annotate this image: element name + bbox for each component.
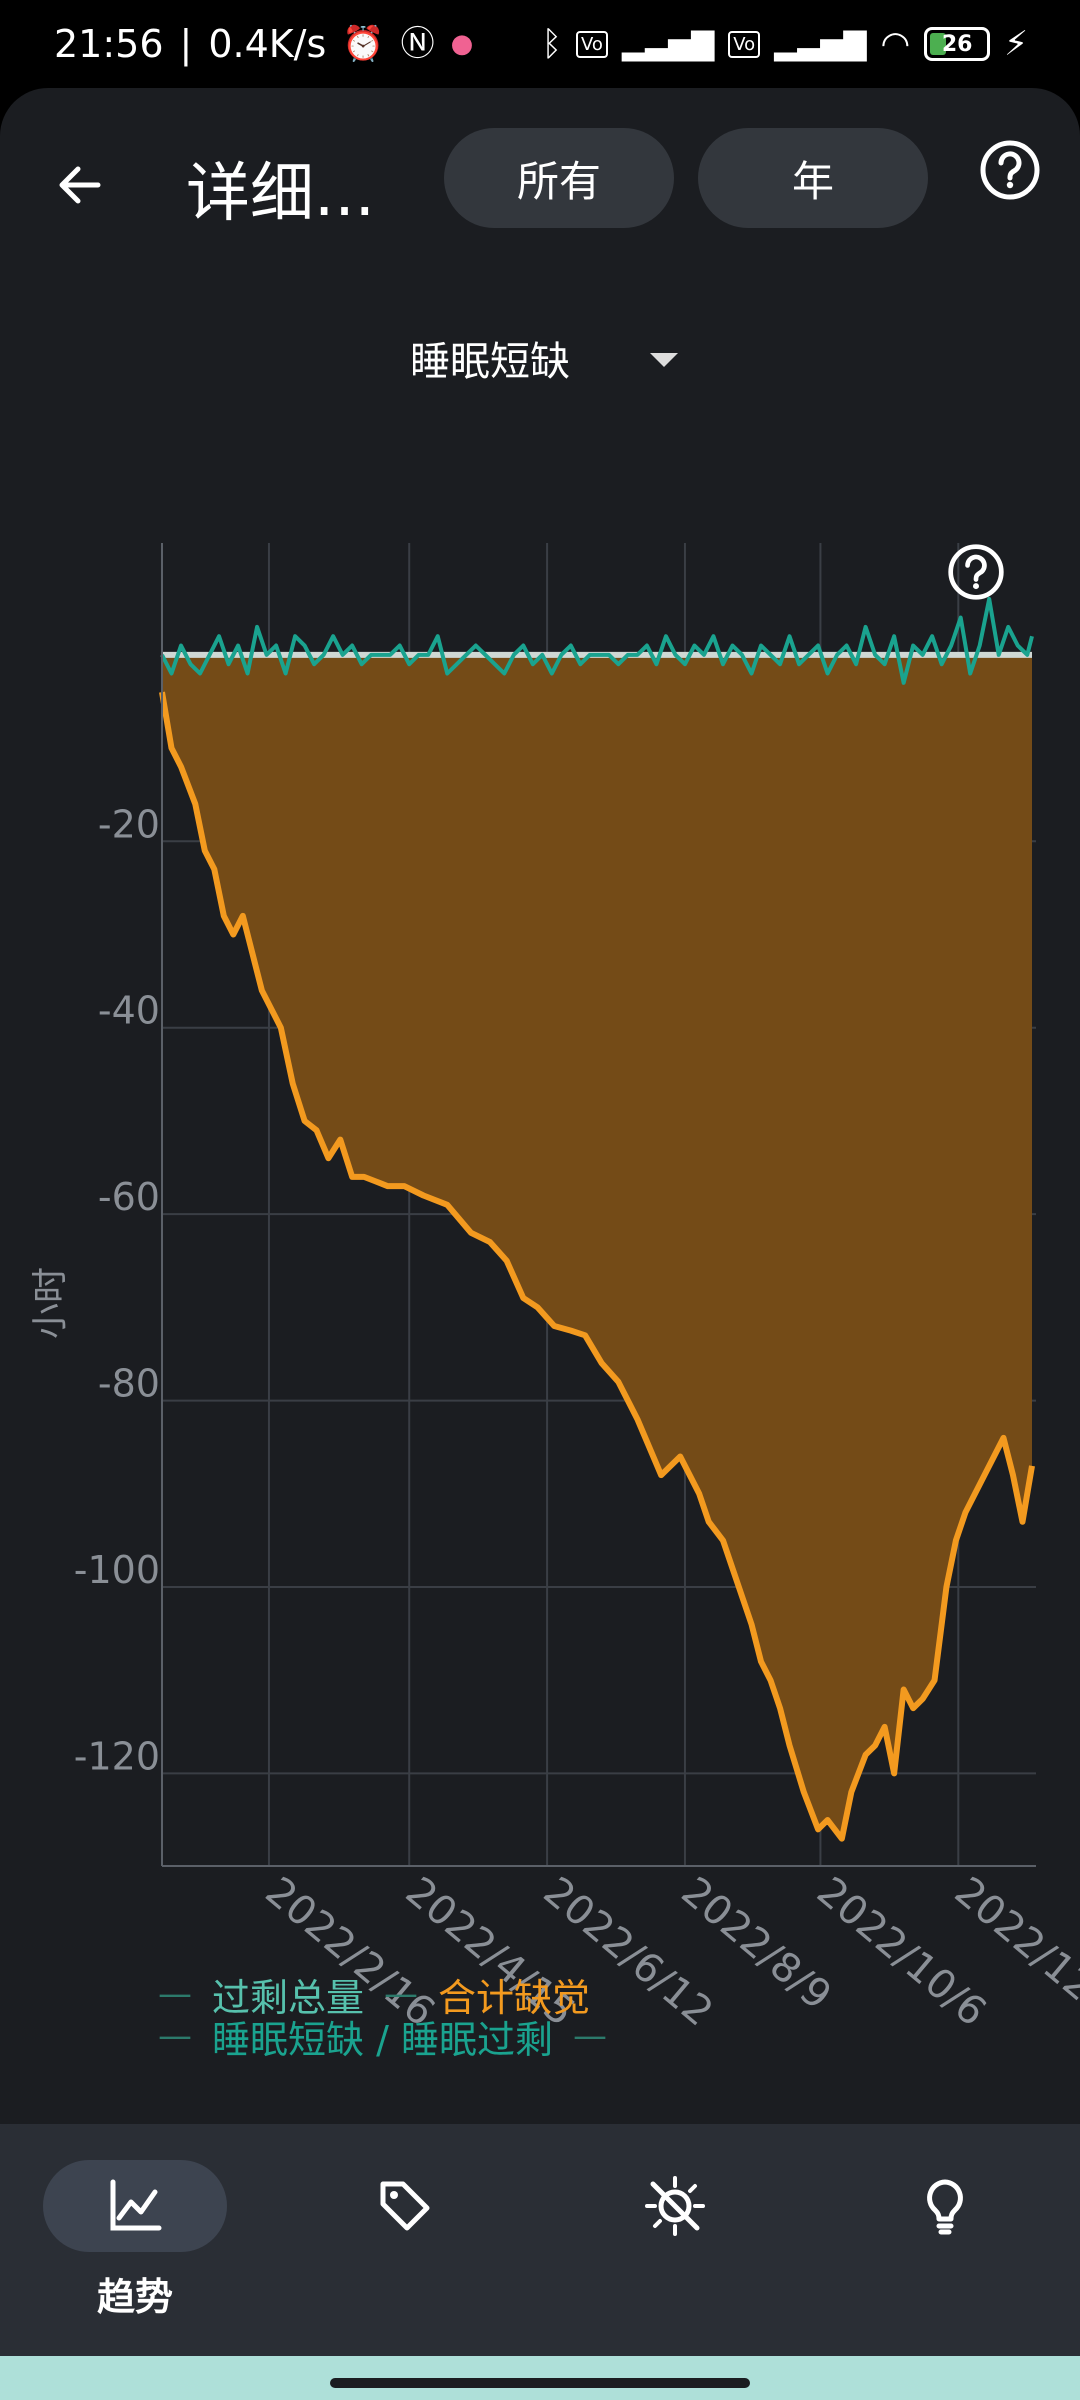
- back-arrow-icon: [59, 166, 101, 204]
- legend-item-total-debt[interactable]: 合计缺觉: [438, 1975, 591, 2020]
- signal-icon: ▂▃▅▇: [621, 26, 715, 62]
- nav-icon-wrap: [313, 2160, 497, 2252]
- nav-indicator: [43, 2160, 227, 2252]
- alarm-icon: ⏰: [342, 24, 385, 64]
- bluetooth-icon: ᛒ: [541, 24, 562, 64]
- chart-help-button[interactable]: [946, 542, 1006, 602]
- app-surface: 详细... 所有 年 睡眠短缺 -20 -40 -60 -80 -100 -120 2022…: [0, 88, 1080, 2400]
- app-notification-icon: ●: [450, 29, 474, 59]
- sleep-debt-chart: -20 -40 -60 -80 -100 -120 2022/2/16 2022/4/15 20…: [0, 468, 1080, 2068]
- nav-item-tags[interactable]: [270, 2124, 540, 2356]
- legend-swatch: —: [158, 1974, 192, 2014]
- legend-swatch: —: [158, 2016, 192, 2056]
- y-tick-label: -60: [98, 1175, 160, 1219]
- status-time: 21:56: [54, 22, 164, 66]
- top-app-bar: 详细... 所有 年: [0, 128, 1080, 238]
- battery-level: 26: [941, 31, 973, 57]
- chart-area: [162, 654, 1032, 1839]
- volte-icon: Vo: [575, 30, 608, 58]
- y-tick-label: -120: [74, 1734, 160, 1778]
- signal-icon: ▂▃▅▇: [774, 26, 867, 62]
- y-tick-label: -100: [74, 1548, 160, 1592]
- period-filter-button[interactable]: 年: [698, 128, 928, 228]
- volte-icon: Vo: [728, 30, 761, 58]
- lightbulb-icon: [927, 2179, 963, 2235]
- wifi-icon: ◠: [880, 24, 911, 64]
- status-bar: 21:56 | 0.4K/s ⏰ Ⓝ ● ᛒ Vo ▂▃▅▇ Vo ▂▃▅▇ ◠…: [0, 0, 1080, 88]
- range-filter-button[interactable]: 所有: [444, 128, 674, 228]
- nav-item-trends[interactable]: 趋势: [0, 2124, 270, 2356]
- legend-item-debt-surplus[interactable]: 睡眠短缺 / 睡眠过剩: [212, 2017, 553, 2062]
- metric-dropdown-value: 睡眠短缺: [410, 339, 570, 385]
- battery-icon: 26: [924, 27, 991, 61]
- legend-item-surplus-total[interactable]: 过剩总量: [212, 1975, 365, 2020]
- status-net-speed: 0.4K/s: [208, 22, 327, 66]
- bottom-navigation: 趋势: [0, 2124, 1080, 2356]
- help-button[interactable]: [978, 138, 1042, 202]
- legend-row: — 过剩总量 — 合计缺觉: [158, 1973, 607, 2020]
- y-tick-label: -40: [98, 989, 160, 1033]
- series-line-total-debt: [159, 691, 1035, 1842]
- chart-svg: -20-40-60-80-100-1202022/2/162022/4/1520…: [30, 543, 1080, 2036]
- charging-icon: ⚡: [1004, 24, 1028, 64]
- nfc-icon: Ⓝ: [400, 24, 435, 64]
- legend-swatch: —: [384, 1974, 419, 2014]
- status-left: 21:56 | 0.4K/s ⏰ Ⓝ ●: [54, 22, 473, 66]
- series-line-daily-debt: [160, 596, 1034, 685]
- back-button[interactable]: [38, 143, 122, 227]
- metric-dropdown[interactable]: 睡眠短缺: [410, 318, 678, 398]
- tag-icon: [380, 2181, 430, 2231]
- debt-area: [162, 654, 1032, 1839]
- chart-axes: [161, 543, 1036, 1867]
- status-divider: |: [179, 22, 193, 66]
- legend-row: — 睡眠短缺 / 睡眠过剩 —: [158, 2015, 607, 2062]
- legend-swatch: —: [572, 2016, 607, 2056]
- status-right: ᛒ Vo ▂▃▅▇ Vo ▂▃▅▇ ◠ 26 ⚡: [542, 27, 1028, 62]
- gesture-handle[interactable]: [330, 2378, 750, 2388]
- page-title: 详细...: [186, 157, 376, 231]
- y-tick-label: -20: [98, 802, 160, 846]
- nav-icon-wrap: [583, 2160, 767, 2252]
- trend-chart-icon: [110, 2179, 162, 2231]
- nav-item-sleep-settings[interactable]: [540, 2124, 810, 2356]
- gesture-area: [0, 2356, 1080, 2400]
- nav-icon-wrap: [853, 2160, 1037, 2252]
- nav-label-trends: 趋势: [96, 2275, 173, 2319]
- chevron-down-icon: [650, 353, 678, 367]
- chart-legend: — 过剩总量 — 合计缺觉 — 睡眠短缺 / 睡眠过剩 —: [158, 1973, 607, 2062]
- y-axis-label: 小时: [30, 1267, 71, 1339]
- help-icon: [980, 140, 1040, 200]
- chart-lines: [159, 596, 1035, 1842]
- sleep-disabled-icon: [645, 2176, 705, 2236]
- y-tick-label: -80: [98, 1362, 160, 1406]
- nav-item-tips[interactable]: [810, 2124, 1080, 2356]
- help-icon: [948, 544, 1004, 600]
